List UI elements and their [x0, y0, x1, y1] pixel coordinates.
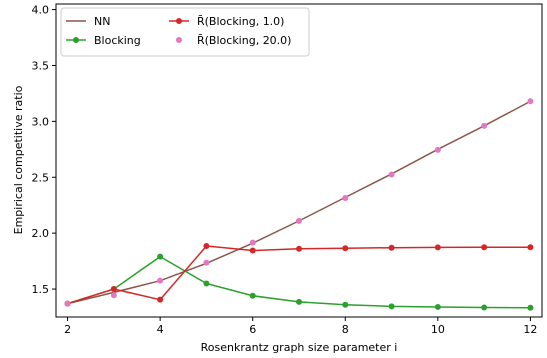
legend-marker: [176, 18, 182, 24]
series-3-point: [110, 286, 117, 293]
legend-label: R̄(Blocking, 1.0): [197, 15, 284, 28]
ticks-layer: 2 4 6 8 10 12 1.5 2.0 2.5 3.0 3.5 4.0: [32, 4, 538, 336]
legend-item-3: R̄(Blocking, 1.0): [169, 15, 284, 28]
series-4-point: [157, 277, 164, 284]
series-2: [64, 253, 534, 311]
series-3-point: [388, 244, 395, 251]
x-tick-label: 2: [64, 323, 71, 336]
legend-label: NN: [94, 15, 110, 28]
series-3-line: [67, 245, 531, 305]
series-4-point: [203, 259, 210, 266]
series-4-point: [342, 194, 349, 201]
legend-item-1: NN: [66, 15, 110, 28]
legend-box: [60, 7, 310, 57]
legend-item-2: Blocking: [66, 34, 141, 47]
series-2-point: [296, 298, 302, 305]
series-layer: [64, 98, 534, 311]
series-2-point: [434, 303, 441, 310]
series-3: [64, 243, 534, 307]
y-axis-label: Empirical competitive ratio: [12, 85, 25, 234]
series-3-point: [527, 244, 534, 251]
series-3-point: [203, 243, 210, 250]
series-4-point: [249, 239, 256, 246]
series-2-point: [249, 292, 256, 299]
series-2-point: [203, 280, 210, 287]
y-tick-label: 3.0: [32, 115, 50, 128]
legend-item-4: R̄(Blocking, 20.0): [176, 34, 291, 47]
y-tick-label: 3.5: [32, 59, 50, 72]
legend-label: Blocking: [94, 34, 141, 47]
series-4-point: [296, 217, 302, 224]
y-tick-label: 4.0: [32, 4, 50, 17]
series-2-point: [157, 253, 164, 260]
series-2-point: [481, 304, 488, 311]
series-4-point: [388, 171, 395, 178]
series-3-point: [249, 247, 256, 254]
y-tick-label: 1.5: [32, 283, 50, 296]
series-4-point: [527, 98, 534, 105]
series-4-point: [481, 122, 488, 129]
legend-marker: [73, 37, 79, 43]
series-4-point: [110, 292, 117, 299]
series-3-point: [481, 244, 488, 251]
x-axis-label: Rosenkrantz graph size parameter i: [201, 341, 398, 354]
x-tick-label: 12: [523, 323, 537, 336]
x-tick-label: 4: [157, 323, 164, 336]
legend-marker: [176, 37, 182, 43]
series-4-point: [434, 146, 441, 153]
series-3-point: [434, 244, 441, 251]
x-tick-label: 10: [431, 323, 445, 336]
series-4: [64, 98, 534, 307]
series-2-point: [342, 301, 349, 308]
series-2-point: [527, 304, 534, 311]
y-tick-label: 2.5: [32, 171, 50, 184]
series-2-point: [388, 303, 395, 310]
x-tick-label: 6: [249, 323, 256, 336]
series-4-point: [64, 300, 71, 307]
legend-label: R̄(Blocking, 20.0): [197, 34, 291, 47]
series-3-point: [296, 245, 302, 252]
y-tick-label: 2.0: [32, 227, 50, 240]
x-tick-label: 8: [342, 323, 349, 336]
legend: NN Blocking R̄(Blocking, 1.0) R̄(Blocking, …: [60, 7, 310, 57]
series-3-point: [342, 245, 349, 252]
plot-frame: [55, 3, 543, 318]
series-3-point: [157, 296, 164, 303]
